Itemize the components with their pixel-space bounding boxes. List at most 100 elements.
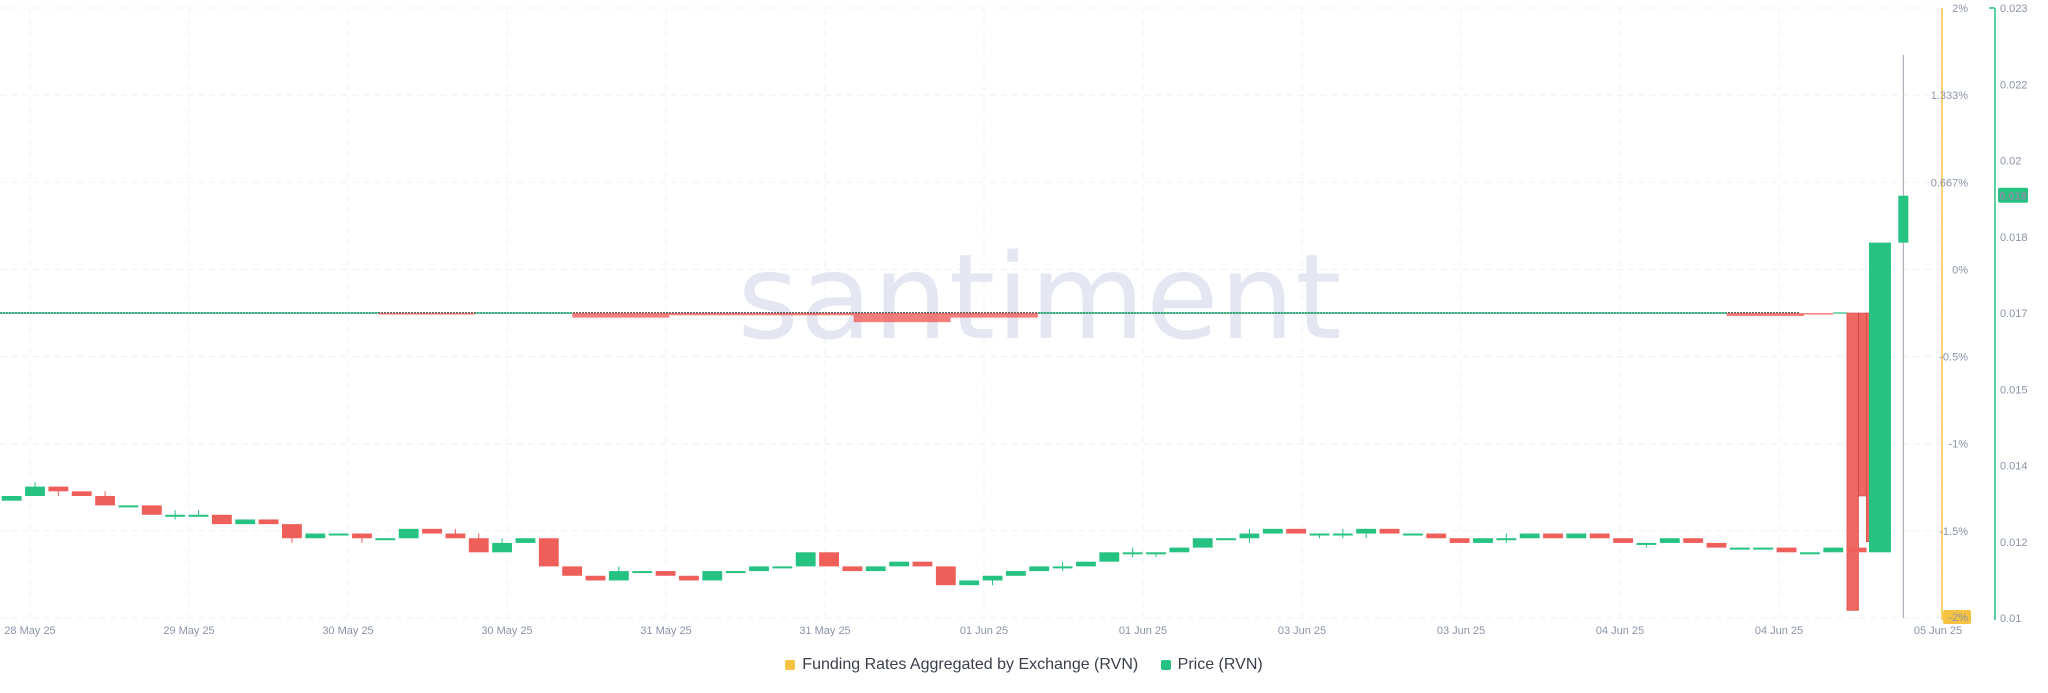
candle-body	[725, 571, 746, 574]
candle-body	[375, 538, 396, 541]
candle-body	[1286, 528, 1307, 534]
candle-body	[749, 566, 769, 572]
candle-body	[1192, 538, 1213, 548]
candle-body	[632, 571, 653, 574]
candle-body	[1005, 571, 1026, 576]
candle-body	[795, 552, 816, 567]
funding-bar	[0, 312, 379, 314]
funding-bar	[1846, 312, 1859, 611]
candle-body	[141, 505, 162, 515]
candle-body	[398, 528, 419, 539]
y-left-tick-label: 0%	[1952, 264, 1968, 276]
candle-body	[679, 575, 699, 581]
x-tick-label: 03 Jun 25	[1278, 625, 1326, 637]
candle-body	[71, 491, 92, 496]
y-left-tick-label: -1%	[1948, 439, 1968, 451]
candle-body	[1099, 552, 1120, 562]
candle-body	[1496, 538, 1517, 541]
funding-swatch-icon	[785, 660, 796, 670]
candle-body	[1846, 547, 1867, 553]
candle-body	[95, 496, 116, 506]
candle-body	[702, 571, 723, 581]
y-right-tick-label: 0.01	[2000, 613, 2021, 625]
y-left-tick-label: 0.667%	[1931, 177, 1969, 189]
candle-body	[1052, 566, 1073, 569]
candle-body	[1, 496, 22, 501]
funding-bar	[378, 313, 476, 315]
candle-body	[1169, 547, 1190, 553]
legend-item-price[interactable]: Price (RVN)	[1160, 656, 1263, 674]
candle-body	[1589, 533, 1610, 539]
funding-bar	[1858, 312, 1867, 497]
legend: Funding Rates Aggregated by Exchange (RV…	[0, 656, 2048, 675]
funding-bar	[1804, 313, 1834, 315]
y-right-tick-label: 0.017	[2000, 308, 2028, 320]
candle-body	[1868, 242, 1891, 553]
x-tick-label: 28 May 25	[4, 625, 55, 637]
x-tick-label: 04 Jun 25	[1755, 625, 1803, 637]
candle-body	[1379, 528, 1400, 534]
candle-body	[1239, 533, 1260, 539]
x-tick-label: 05 Jun 25	[1914, 625, 1962, 637]
x-tick-label: 04 Jun 25	[1596, 625, 1644, 637]
candle-body	[235, 519, 256, 525]
candle-body	[211, 514, 232, 525]
candle-body	[445, 533, 466, 539]
y-right-tick-label: 0.012	[2000, 537, 2028, 549]
x-tick-label: 30 May 25	[322, 625, 373, 637]
candle-body	[772, 566, 793, 569]
y-right-tick-label: 0.02	[2000, 156, 2021, 168]
funding-bar	[950, 313, 1038, 318]
y-left-tick-label: -2%	[1948, 612, 1968, 624]
funding-bar	[475, 312, 573, 314]
candle-body	[935, 566, 956, 586]
candle-body	[1449, 538, 1470, 543]
y-right-tick-label: 0.018	[2000, 232, 2028, 244]
x-tick-label: 31 May 25	[799, 625, 850, 637]
y-right-tick-label: 0.015	[2000, 384, 2028, 396]
candle-body	[1332, 533, 1353, 536]
candle-body	[1823, 547, 1844, 553]
last-price-bg	[1998, 187, 2028, 203]
candle-body	[865, 566, 886, 572]
candle-body	[982, 575, 1003, 581]
candle-body	[1566, 533, 1587, 539]
x-tick-label: 01 Jun 25	[960, 625, 1008, 637]
left-y-axis-ticks: 2% 1.333% 0.667% 0% -0.5% -1% -1.5% -2%	[1931, 3, 1971, 624]
candle-body	[1356, 528, 1377, 534]
candle-body	[188, 514, 209, 517]
candle-body	[422, 528, 442, 534]
candle-body	[258, 519, 279, 525]
funding-bar	[1037, 312, 1727, 314]
candle-body	[1799, 552, 1820, 555]
legend-item-funding[interactable]: Funding Rates Aggregated by Exchange (RV…	[785, 656, 1138, 674]
candle-body	[1753, 547, 1774, 550]
price-swatch-icon	[1160, 660, 1171, 670]
candle-body	[1613, 538, 1634, 543]
y-left-tick-label: -1.5%	[1939, 526, 1968, 538]
candle-body	[538, 538, 559, 567]
grid-lines	[0, 7, 1940, 619]
candle-body	[819, 552, 839, 567]
candle-body	[25, 486, 45, 496]
candle-body	[1146, 552, 1166, 555]
candle-body	[328, 533, 349, 536]
candle-body	[1659, 538, 1680, 543]
candle-body	[1262, 528, 1283, 534]
y-left-tick-label: -0.5%	[1939, 352, 1968, 364]
y-right-tick-label: 0.023	[2000, 3, 2028, 15]
candle-body	[562, 566, 583, 576]
candle-body	[889, 561, 910, 567]
x-tick-label: 31 May 25	[640, 625, 691, 637]
candle-body	[352, 533, 372, 539]
candle-body	[118, 505, 139, 508]
candle-body	[655, 571, 676, 576]
legend-label-price: Price (RVN)	[1177, 656, 1263, 673]
axes	[1941, 7, 1996, 620]
last-price-label: 0.019	[1999, 191, 2027, 203]
candle-body	[608, 571, 629, 581]
x-tick-label: 01 Jun 25	[1119, 625, 1167, 637]
y-right-tick-label: 0.022	[2000, 79, 2028, 91]
candle-body	[281, 524, 302, 539]
